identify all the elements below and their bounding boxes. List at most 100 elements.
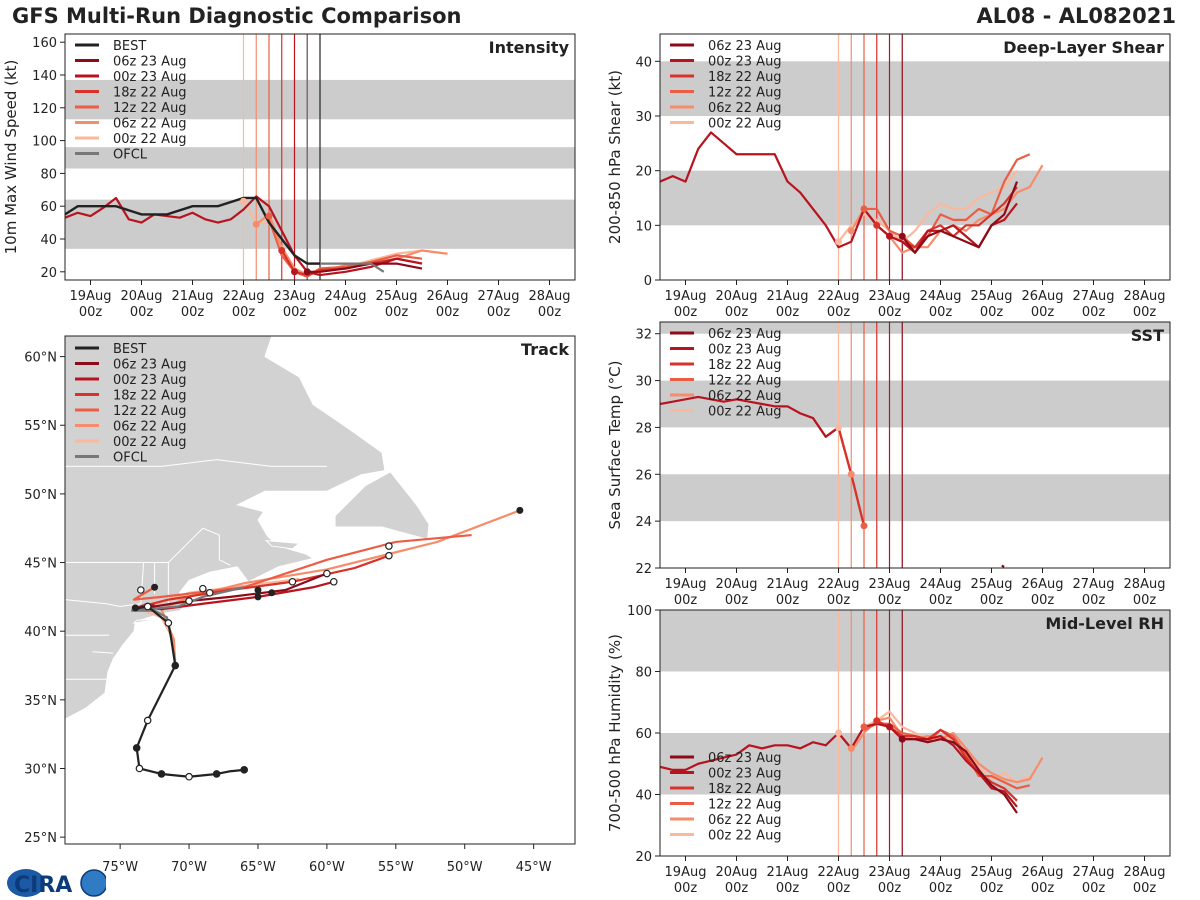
figure-title: GFS Multi-Run Diagnostic Comparison (12, 4, 462, 28)
y-tick-label: 30 (635, 110, 652, 125)
x-tick-label: 25Aug (971, 865, 1013, 880)
track-point-open (137, 586, 145, 594)
legend-label: 12z 22 Aug (113, 404, 187, 419)
series-line-run-0 (307, 262, 423, 273)
map-area (65, 336, 524, 781)
y-tick-label: 60 (635, 727, 652, 742)
track-point-filled (268, 589, 276, 597)
x-tick-label: 20Aug (121, 289, 163, 304)
init-marker (847, 470, 855, 478)
x-tick-label: 24Aug (920, 289, 962, 304)
legend-label: 18z 22 Aug (708, 70, 782, 85)
y-tick-label: 26 (635, 468, 652, 483)
panel-title: Deep-Layer Shear (1003, 38, 1164, 57)
legend-label: 06z 23 Aug (708, 751, 782, 766)
legend-label: 18z 22 Aug (708, 782, 782, 797)
legend-label: 00z 23 Aug (708, 55, 782, 70)
legend-label: 00z 22 Aug (113, 132, 187, 147)
x-tick-label: 00z (1082, 305, 1106, 320)
init-marker (835, 423, 842, 431)
series-line-run-2 (876, 719, 1018, 802)
y-tick-label: 60 (40, 200, 57, 215)
x-tick-label: 00z (674, 305, 698, 320)
panel-title: Mid-Level RH (1045, 614, 1164, 633)
series-line-run-5 (837, 169, 1018, 243)
y-tick-label: 140 (32, 69, 57, 84)
series-line-run-0 (902, 738, 1018, 814)
x-tick-label: 19Aug (665, 577, 707, 592)
cira-logo-globe (80, 869, 106, 897)
lat-tick-label: 60°N (24, 351, 57, 366)
x-tick-label: 00z (776, 881, 800, 896)
x-tick-label: 00z (334, 305, 358, 320)
x-tick-label: 00z (980, 593, 1004, 608)
x-tick-label: 00z (674, 881, 698, 896)
storm-id: AL08 - AL082021 (976, 4, 1177, 28)
panel-track: 25°N 30°N 35°N 40°N 45°N 50°N 55°N 60°N 75°W 70°W… (24, 335, 576, 875)
shaded-band (660, 170, 1170, 226)
legend-label: 12z 22 Aug (113, 101, 187, 116)
best-point-filled (171, 661, 180, 670)
y-tick-label: 28 (635, 421, 652, 436)
x-tick-label: 00z (725, 305, 749, 320)
series-line-run-1 (65, 195, 423, 277)
x-tick-label: 00z (1031, 881, 1055, 896)
y-tick-label: 100 (32, 135, 57, 150)
x-tick-label: 00z (827, 593, 851, 608)
x-tick-label: 00z (1031, 593, 1055, 608)
legend-label: 00z 22 Aug (708, 829, 782, 844)
y-tick-label: 20 (635, 165, 652, 180)
x-tick-label: 27Aug (478, 289, 520, 304)
legend-label: 12z 22 Aug (708, 374, 782, 389)
series-line-run-1 (660, 395, 840, 438)
x-tick-label: 00z (878, 305, 902, 320)
legend-label: 00z 23 Aug (113, 373, 187, 388)
x-tick-label: 00z (929, 881, 953, 896)
x-tick-label: 23Aug (869, 577, 911, 592)
track-point-open (385, 542, 393, 550)
series-line-run-4 (850, 716, 1044, 784)
track-point-open (385, 551, 393, 560)
lat-tick-label: 40°N (24, 625, 57, 640)
init-marker (847, 227, 855, 235)
lon-tick-label: 65°W (240, 860, 276, 875)
x-tick-label: 00z (980, 881, 1004, 896)
init-marker (860, 723, 868, 731)
legend-label: 06z 23 Aug (708, 327, 782, 342)
init-marker (291, 268, 298, 276)
init-marker (252, 220, 260, 228)
init-marker (240, 197, 247, 205)
shaded-band (660, 474, 1170, 522)
init-marker (847, 744, 855, 752)
legend-label: 18z 22 Aug (113, 389, 187, 404)
init-marker (873, 717, 881, 725)
track-point-filled (254, 586, 262, 594)
init-marker (835, 238, 842, 246)
legend-label: 06z 22 Aug (708, 101, 782, 116)
x-tick-label: 22Aug (818, 577, 860, 592)
lon-tick-label: 70°W (171, 860, 207, 875)
panel-frame (659, 33, 1171, 281)
x-tick-label: 00z (1031, 305, 1055, 320)
x-tick-label: 00z (827, 305, 851, 320)
track-point-open (329, 577, 338, 586)
y-tick-label: 32 (635, 328, 652, 343)
boundary-line (65, 527, 231, 566)
legend-label: 00z 23 Aug (113, 70, 187, 85)
panel-frame (64, 335, 576, 845)
series-line-run-3 (864, 153, 1031, 249)
lat-tick-label: 55°N (24, 419, 57, 434)
x-tick-label: 00z (79, 305, 103, 320)
y-axis-label: Sea Surface Temp (°C) (606, 360, 624, 529)
y-tick-label: 0 (644, 274, 652, 289)
x-tick-label: 00z (725, 593, 749, 608)
x-tick-label: 20Aug (716, 577, 758, 592)
y-tick-label: 160 (32, 36, 57, 51)
x-tick-label: 24Aug (920, 577, 962, 592)
cira-logo-text: CIRA (14, 873, 72, 898)
init-marker (898, 735, 906, 743)
x-tick-label: 00z (538, 305, 562, 320)
plot-area (65, 34, 575, 280)
